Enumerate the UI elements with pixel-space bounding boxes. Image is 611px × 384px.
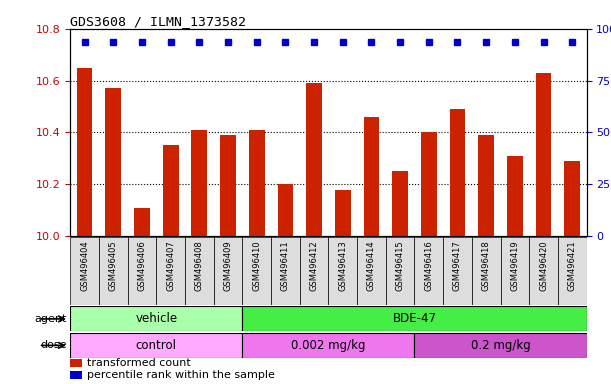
- Bar: [185, 237, 214, 305]
- Bar: [70, 306, 243, 331]
- Text: GSM496412: GSM496412: [310, 240, 318, 291]
- Text: 0.2 mg/kg: 0.2 mg/kg: [470, 339, 530, 352]
- Bar: [70, 371, 82, 379]
- Bar: [329, 237, 357, 305]
- Text: GSM496411: GSM496411: [281, 240, 290, 291]
- Bar: [507, 156, 523, 236]
- Bar: [414, 333, 587, 358]
- Bar: [335, 189, 351, 236]
- Text: GSM496416: GSM496416: [424, 240, 433, 291]
- Bar: [558, 237, 587, 305]
- Bar: [249, 130, 265, 236]
- Bar: [386, 237, 414, 305]
- Bar: [421, 132, 437, 236]
- Bar: [364, 117, 379, 236]
- Text: GSM496418: GSM496418: [481, 240, 491, 291]
- Bar: [243, 237, 271, 305]
- Text: GSM496420: GSM496420: [539, 240, 548, 291]
- Text: GSM496417: GSM496417: [453, 240, 462, 291]
- Bar: [529, 237, 558, 305]
- Text: 0.002 mg/kg: 0.002 mg/kg: [291, 339, 365, 352]
- Bar: [500, 237, 529, 305]
- Bar: [450, 109, 466, 236]
- Text: GSM496405: GSM496405: [109, 240, 118, 291]
- Text: GSM496406: GSM496406: [137, 240, 147, 291]
- Bar: [106, 88, 121, 236]
- Bar: [478, 135, 494, 236]
- Bar: [99, 237, 128, 305]
- Text: GSM496409: GSM496409: [224, 240, 233, 291]
- Text: GSM496419: GSM496419: [510, 240, 519, 291]
- Bar: [392, 171, 408, 236]
- Bar: [70, 359, 82, 367]
- Bar: [134, 208, 150, 236]
- Text: GSM496415: GSM496415: [395, 240, 404, 291]
- Text: percentile rank within the sample: percentile rank within the sample: [87, 370, 275, 380]
- Bar: [163, 146, 178, 236]
- Bar: [306, 83, 322, 236]
- Text: GSM496408: GSM496408: [195, 240, 204, 291]
- Text: GSM496414: GSM496414: [367, 240, 376, 291]
- Text: GSM496410: GSM496410: [252, 240, 262, 291]
- Text: GSM496413: GSM496413: [338, 240, 347, 291]
- Bar: [300, 237, 329, 305]
- Bar: [414, 237, 443, 305]
- Bar: [220, 135, 236, 236]
- Text: GDS3608 / ILMN_1373582: GDS3608 / ILMN_1373582: [70, 15, 246, 28]
- Bar: [70, 237, 99, 305]
- Bar: [243, 306, 587, 331]
- Text: GSM496421: GSM496421: [568, 240, 577, 291]
- Bar: [243, 333, 414, 358]
- Bar: [128, 237, 156, 305]
- Bar: [156, 237, 185, 305]
- Bar: [271, 237, 300, 305]
- Bar: [214, 237, 243, 305]
- Bar: [77, 68, 92, 236]
- Bar: [565, 161, 580, 236]
- Text: agent: agent: [35, 314, 67, 324]
- Bar: [472, 237, 500, 305]
- Bar: [357, 237, 386, 305]
- Text: transformed count: transformed count: [87, 359, 191, 369]
- Bar: [70, 333, 243, 358]
- Bar: [277, 184, 293, 236]
- Text: BDE-47: BDE-47: [392, 313, 436, 325]
- Text: GSM496404: GSM496404: [80, 240, 89, 291]
- Text: vehicle: vehicle: [135, 313, 177, 325]
- Bar: [536, 73, 551, 236]
- Text: dose: dose: [41, 340, 67, 351]
- Text: control: control: [136, 339, 177, 352]
- Bar: [443, 237, 472, 305]
- Text: GSM496407: GSM496407: [166, 240, 175, 291]
- Bar: [191, 130, 207, 236]
